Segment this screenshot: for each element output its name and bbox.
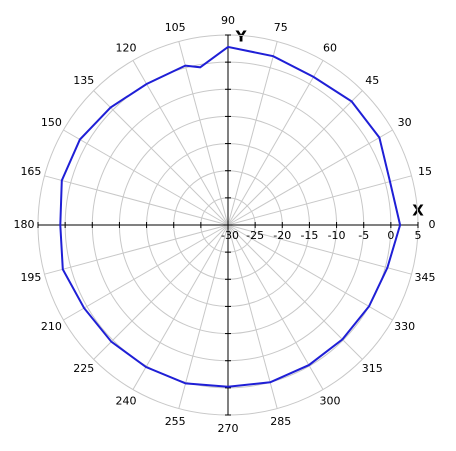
grid-spoke [63, 224, 229, 321]
grid-spoke [44, 175, 229, 226]
y-axis-label: Y [235, 28, 248, 46]
theta-tick-label: 150 [41, 116, 62, 129]
theta-tick-label: 240 [116, 395, 137, 408]
grid-spoke [227, 60, 324, 226]
theta-tick-label: 255 [165, 415, 186, 428]
theta-tick-label: 45 [365, 74, 379, 87]
theta-tick-label: 90 [221, 14, 235, 27]
grid-spoke [227, 41, 278, 226]
theta-tick-label: 30 [398, 116, 412, 129]
pattern-line [59, 45, 402, 388]
theta-tick-label: 180 [14, 218, 35, 231]
r-tick-label: -25 [246, 229, 264, 242]
x-axis-label: X [412, 202, 424, 220]
grid-spoke [227, 224, 324, 390]
theta-tick-label: 120 [116, 41, 137, 54]
theta-tick-label: 15 [418, 165, 432, 178]
grid-spoke [132, 224, 229, 390]
r-tick-label: -15 [300, 229, 318, 242]
grid-spoke [132, 60, 229, 226]
grid-spoke [93, 90, 229, 226]
r-tick-label: 5 [415, 229, 422, 242]
grid-spoke [93, 224, 229, 360]
grid-spoke [44, 224, 229, 275]
theta-tick-label: 270 [218, 422, 239, 435]
grid-spoke [227, 224, 393, 321]
theta-tick-label: 0 [429, 218, 436, 231]
grid-spoke [227, 224, 363, 360]
theta-tick-label: 345 [415, 271, 436, 284]
r-tick-label: -5 [358, 229, 369, 242]
theta-tick-label: 315 [362, 362, 383, 375]
grid-spoke [178, 224, 229, 409]
theta-tick-label: 75 [274, 21, 288, 34]
theta-tick-label: 165 [20, 165, 41, 178]
r-tick-label: -20 [273, 229, 291, 242]
grid-spoke [227, 224, 278, 409]
r-tick-label: -10 [328, 229, 346, 242]
theta-tick-label: 60 [323, 41, 337, 54]
theta-tick-label: 285 [270, 415, 291, 428]
theta-tick-label: 210 [41, 320, 62, 333]
grid-spoke [227, 129, 393, 226]
theta-tick-label: 105 [165, 21, 186, 34]
theta-tick-label: 195 [20, 271, 41, 284]
theta-tick-label: 135 [73, 74, 94, 87]
grid-spoke [178, 41, 229, 226]
theta-tick-label: 225 [73, 362, 94, 375]
grid-spoke [227, 175, 412, 226]
r-tick-label: 0 [387, 229, 394, 242]
grid-spoke [63, 129, 229, 226]
grid-spoke [227, 90, 363, 226]
theta-tick-label: 300 [320, 395, 341, 408]
r-tick-label: -30 [221, 229, 239, 242]
grid-spoke [227, 224, 412, 275]
theta-tick-label: 330 [394, 320, 415, 333]
